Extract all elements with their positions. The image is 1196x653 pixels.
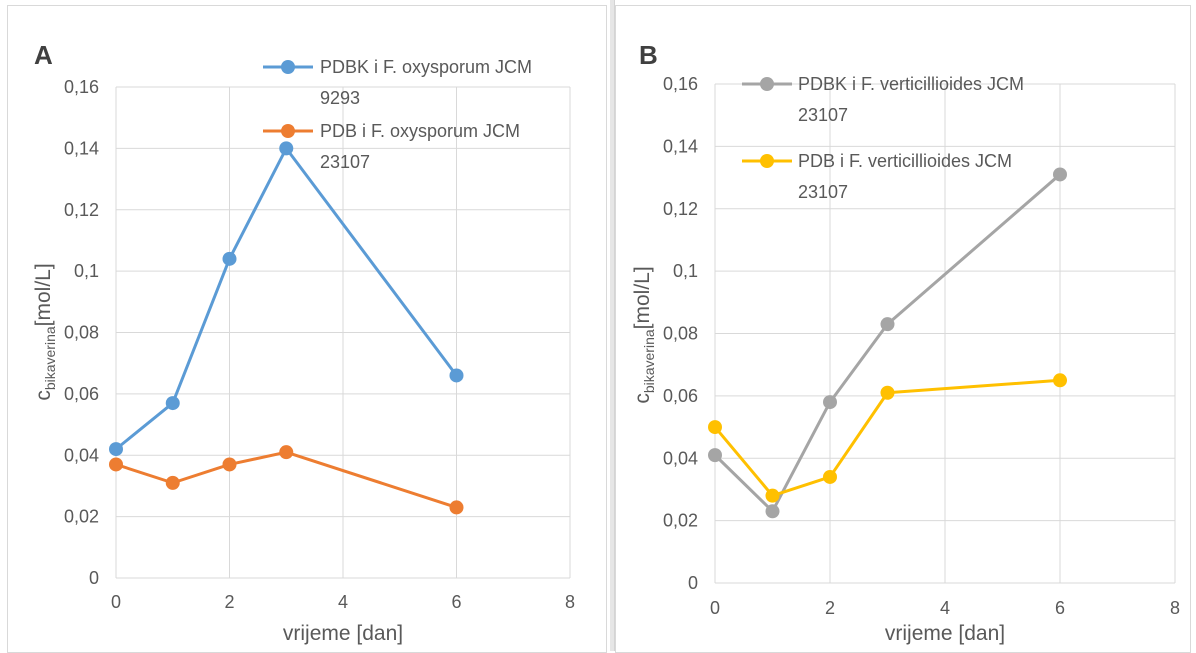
y-tick-label: 0,08	[663, 324, 698, 344]
gridlines	[115, 86, 571, 579]
y-tick-label: 0,1	[74, 261, 99, 281]
data-point	[449, 368, 464, 383]
legend-label: 23107	[798, 105, 848, 125]
x-tick-label: 8	[1170, 598, 1180, 618]
data-point	[823, 469, 837, 484]
y-tick-label: 0,04	[64, 445, 99, 465]
data-point	[765, 504, 780, 519]
panel-letter: B	[639, 40, 658, 70]
data-point	[765, 488, 780, 503]
x-tick-label: 2	[224, 592, 234, 612]
y-tick-label: 0,06	[663, 386, 698, 406]
x-tick-label: 6	[1055, 598, 1065, 618]
data-point	[880, 317, 895, 332]
data-point	[823, 395, 837, 410]
legend-label: PDB i F. oxysporum JCM	[320, 121, 520, 141]
legend-label: PDB i F. verticillioides JCM	[798, 151, 1012, 171]
legend-label: 23107	[320, 152, 370, 172]
legend-item: PDBK i F. oxysporum JCM 9293	[263, 57, 532, 108]
data-point	[165, 396, 180, 411]
y-axis-title: cbikaverina[mol/L]	[631, 266, 657, 403]
x-tick-label: 2	[825, 598, 835, 618]
legend-item: PDBK i F. verticillioides JCM 23107	[742, 74, 1024, 125]
y-tick-label: 0,08	[64, 323, 99, 343]
data-point	[222, 457, 237, 472]
x-tick-label: 0	[111, 592, 121, 612]
x-axis-title: vrijeme [dan]	[283, 622, 403, 645]
x-tick-label: 0	[710, 598, 720, 618]
data-point	[279, 445, 294, 460]
data-point	[1053, 373, 1067, 388]
y-tick-label: 0,06	[64, 384, 99, 404]
x-tick-label: 4	[338, 592, 348, 612]
legend-item: PDB i F. oxysporum JCM 23107	[263, 121, 520, 172]
gridlines	[714, 83, 1176, 584]
legend-label: PDBK i F. verticillioides JCM	[798, 74, 1024, 94]
data-point	[880, 385, 895, 400]
data-point	[708, 448, 722, 463]
y-tick-label: 0,16	[64, 77, 99, 97]
data-point	[279, 141, 294, 156]
legend-marker	[281, 60, 295, 74]
x-tick-label: 8	[565, 592, 575, 612]
y-tick-label: 0	[89, 568, 99, 588]
x-tick-label: 4	[940, 598, 950, 618]
y-tick-label: 0,1	[673, 261, 698, 281]
series-line	[713, 173, 1061, 513]
legend-label: PDBK i F. oxysporum JCM	[320, 57, 532, 77]
y-tick-label: 0,12	[64, 200, 99, 220]
series-2	[109, 445, 464, 515]
y-tick-label: 0,02	[64, 507, 99, 527]
data-point	[449, 500, 464, 515]
panel-letter: A	[34, 40, 53, 70]
series-1	[109, 141, 464, 457]
legend-marker	[281, 124, 295, 138]
legend: PDBK i F. oxysporum JCM 9293 PDB i F. oxys…	[263, 57, 532, 172]
data-point	[109, 442, 123, 457]
legend-label: 23107	[798, 182, 848, 202]
chart-panel-b: 0 0,02 0,04 0,06 0,08 0,1 0,12 0,14 0,16 0 2 4 6 8 vri…	[614, 0, 1196, 653]
y-tick-label: 0,12	[663, 199, 698, 219]
legend-marker	[760, 77, 774, 91]
data-point	[1053, 167, 1067, 182]
y-tick-label: 0,04	[663, 448, 698, 468]
data-point	[165, 475, 180, 490]
y-axis-title: cbikaverina[mol/L]	[32, 263, 58, 400]
chart-a: 0 0,02 0,04 0,06 0,08 0,1 0,12 0,14 0,16 0 2 4 6 8 vri…	[32, 40, 575, 645]
data-point	[708, 420, 722, 435]
data-point	[109, 457, 123, 472]
series-1	[708, 167, 1067, 519]
y-tick-label: 0,16	[663, 74, 698, 94]
y-tick-label: 0,14	[64, 138, 99, 158]
panel-divider	[610, 0, 614, 651]
series-2	[708, 373, 1067, 503]
legend-item: PDB i F. verticillioides JCM 23107	[742, 151, 1012, 202]
x-tick-label: 6	[451, 592, 461, 612]
chart-b: 0 0,02 0,04 0,06 0,08 0,1 0,12 0,14 0,16 0 2 4 6 8 vri…	[631, 40, 1180, 645]
legend-label: 9293	[320, 88, 360, 108]
chart-panel-a: 0 0,02 0,04 0,06 0,08 0,1 0,12 0,14 0,16 0 2 4 6 8 vri…	[7, 0, 611, 653]
y-tick-label: 0,02	[663, 511, 698, 531]
data-point	[222, 251, 237, 266]
y-tick-label: 0,14	[663, 136, 698, 156]
legend-marker	[760, 154, 774, 168]
y-tick-label: 0	[688, 573, 698, 593]
x-axis-title: vrijeme [dan]	[885, 622, 1005, 645]
